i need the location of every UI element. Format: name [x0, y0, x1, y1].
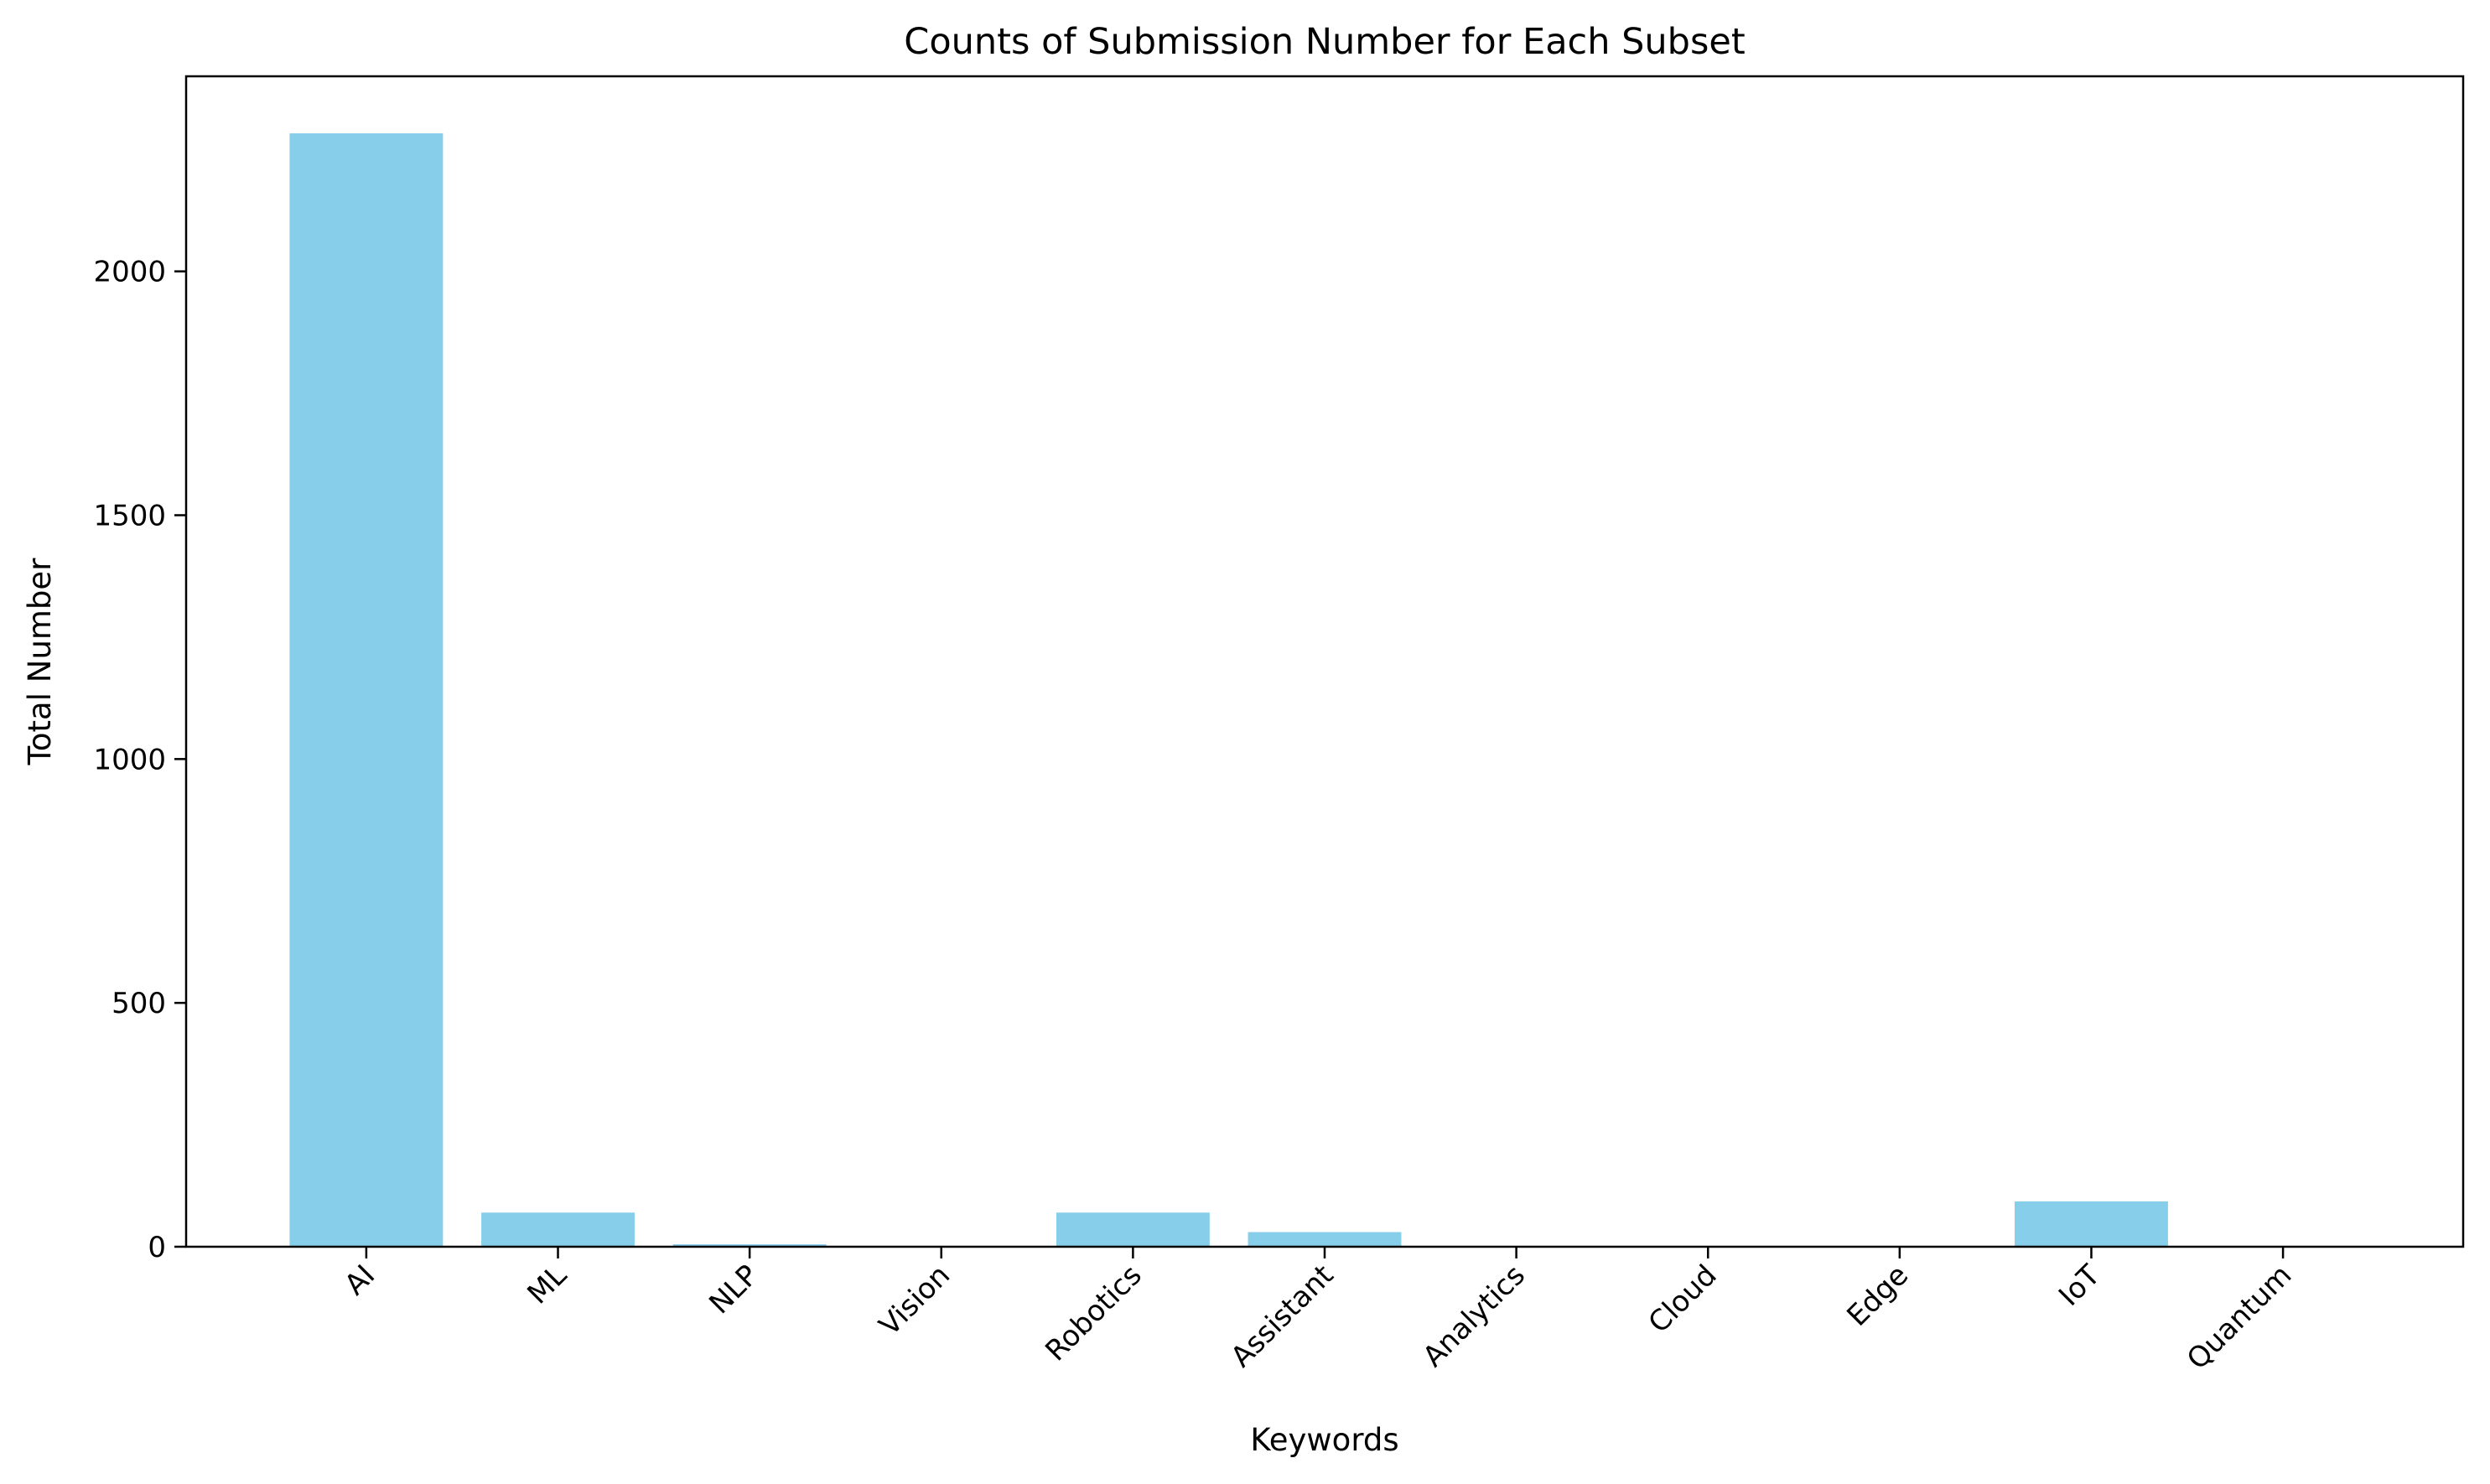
x-axis-label: Keywords [1250, 1422, 1398, 1458]
x-axis: AI ML NLP Vision Robotics Assistant Analytics C… [338, 1247, 2298, 1377]
x-tick-label-edge: Edge [1840, 1258, 1915, 1333]
y-tick-label: 1500 [93, 500, 166, 533]
y-tick-label: 0 [148, 1231, 166, 1264]
bars-group [289, 133, 2168, 1248]
x-tick-label-assistant: Assistant [1225, 1258, 1341, 1374]
x-tick-label-robotics: Robotics [1039, 1258, 1148, 1367]
x-tick-label-vision: Vision [873, 1258, 957, 1342]
y-tick-label: 1000 [93, 743, 166, 776]
x-tick-label-ai: AI [338, 1258, 381, 1302]
y-tick-label: 2000 [93, 256, 166, 289]
x-tick-label-cloud: Cloud [1642, 1258, 1724, 1340]
bar-assistant [1248, 1232, 1402, 1247]
chart-title: Counts of Submission Number for Each Sub… [904, 21, 1745, 63]
plot-frame [184, 75, 2465, 1248]
x-tick-label-quantum: Quantum [2181, 1258, 2299, 1377]
x-tick-label-ml: ML [521, 1258, 573, 1310]
bar-iot [2015, 1201, 2168, 1247]
y-tick-label: 500 [112, 987, 166, 1020]
y-axis: 0 500 1000 1500 2000 [93, 256, 186, 1264]
bar-ai [289, 133, 444, 1248]
x-tick-label-nlp: NLP [703, 1258, 765, 1321]
bar-robotics [1056, 1212, 1210, 1247]
x-tick-label-analytics: Analytics [1417, 1258, 1532, 1373]
y-axis-label: Total Number [22, 558, 58, 766]
bar-ml [481, 1212, 635, 1247]
x-tick-label-iot: IoT [2052, 1258, 2107, 1313]
bar-nlp [672, 1244, 827, 1247]
